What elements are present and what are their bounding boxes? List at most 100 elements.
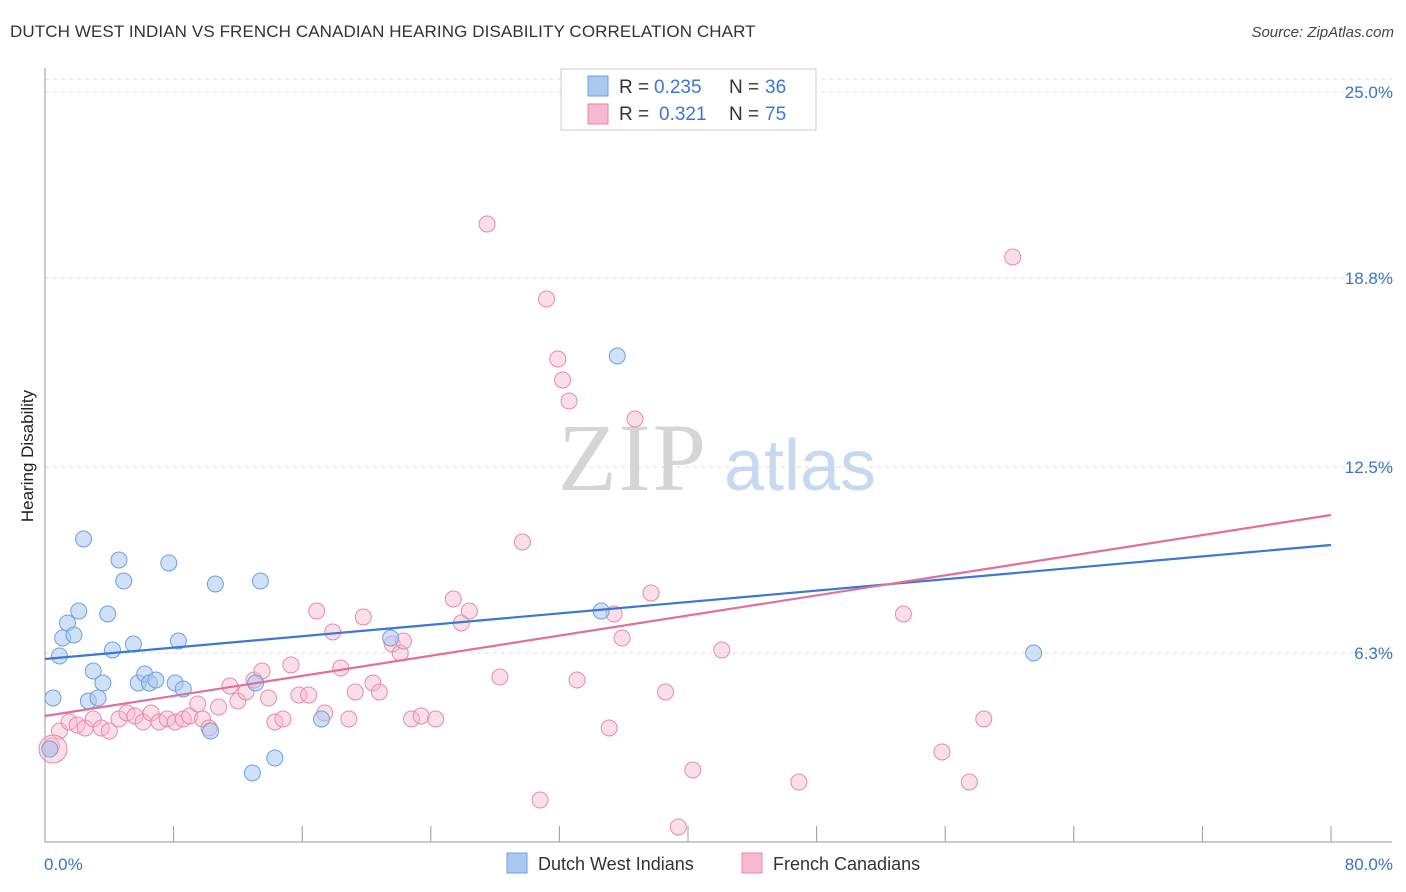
french-canadians-point-69: [790, 773, 808, 791]
legend-r-label-2: R =: [619, 104, 649, 125]
french-canadians-point-55: [538, 290, 556, 308]
dutch-west-indians-point-11: [94, 674, 112, 692]
y-tick-label-3: 25.0%: [1345, 83, 1393, 102]
french-canadians-point-51: [478, 215, 496, 233]
french-canadians-point-54: [531, 791, 549, 809]
french-canadians-point-50: [460, 602, 478, 620]
french-canadians-point-57: [554, 371, 572, 389]
dutch-west-indians-point-2: [50, 647, 68, 665]
dutch-west-indians-point-26: [206, 575, 224, 593]
legend-n-value-1: 36: [765, 77, 786, 98]
french-canadians-point-70: [894, 605, 912, 623]
french-canadians-point-59: [568, 671, 586, 689]
french-canadians-point-19: [194, 710, 212, 728]
x-tick-label-1: 80.0%: [1345, 855, 1393, 874]
x-tick-label-0: 0.0%: [44, 855, 83, 874]
french-canadians-point-67: [684, 761, 702, 779]
french-canadians-point-38: [346, 683, 364, 701]
dutch-west-indians-point-21: [160, 554, 178, 572]
french-canadians-point-21: [210, 698, 228, 716]
dutch-west-indians-point-10: [89, 689, 107, 707]
bottom-legend-label-pink: French Canadians: [773, 854, 920, 874]
french-canadians-point-71: [933, 743, 951, 761]
trend-lines: [44, 513, 1332, 718]
french-canadians-point-33: [308, 602, 326, 620]
french-canadians-point-47: [427, 710, 445, 728]
dutch-west-indians-point-20: [147, 671, 165, 689]
french-canadians-point-58: [560, 392, 578, 410]
french-canadians-point-52: [491, 668, 509, 686]
watermark-zip: ZIP: [558, 404, 708, 511]
dutch-west-indians-point-32: [382, 629, 400, 647]
dutch-west-indians-point-6: [70, 602, 88, 620]
dutch-west-indians-point-31: [312, 710, 330, 728]
y-tick-label-1: 12.5%: [1345, 458, 1393, 477]
french-canadians-point-46: [412, 707, 430, 725]
bottom-legend-label-blue: Dutch West Indians: [538, 854, 694, 874]
french-canadians-point-30: [282, 656, 300, 674]
french-canadians-point-40: [364, 674, 382, 692]
legend-n-value-2: 75: [765, 104, 786, 125]
french-canadians-point-74: [1004, 248, 1022, 266]
legend-r-label-1: R =: [619, 77, 649, 98]
dutch-west-indians-point-25: [202, 722, 220, 740]
axis-labels: 6.3% 12.5% 18.8% 25.0% 0.0% 80.0% Hearing Disa…: [18, 83, 1393, 874]
legend-n-label-1: N =: [729, 77, 759, 98]
dutch-west-indians-point-27: [243, 764, 261, 782]
legend: R = 0.235 N = 36 R = 0.321 N = 75: [560, 68, 817, 131]
dutch-west-indians-point-14: [110, 551, 128, 569]
french-canadians-point-29: [274, 710, 292, 728]
y-tick-label-0: 6.3%: [1354, 644, 1393, 663]
axes: [44, 68, 1392, 843]
chart-title: DUTCH WEST INDIAN VS FRENCH CANADIAN HEA…: [10, 22, 756, 41]
french-canadians-point-45: [403, 710, 421, 728]
french-canadians-point-18: [189, 695, 207, 713]
french-canadians-point-60: [600, 719, 618, 737]
bottom-legend: Dutch West Indians French Canadians: [506, 852, 920, 874]
french-canadians-point-65: [656, 683, 674, 701]
french-canadians-point-31: [290, 686, 308, 704]
legend-swatch-pink: [587, 103, 609, 125]
watermark-atlas: atlas: [724, 426, 876, 506]
dutch-west-indians-point-7: [75, 530, 93, 548]
french-canadians-trend-line: [44, 513, 1332, 718]
french-canadians-point-63: [626, 410, 644, 428]
dutch-west-indians-point-34: [608, 347, 626, 365]
legend-n-label-2: N =: [729, 104, 759, 125]
dutch-west-indians-point-30: [266, 749, 284, 767]
dutch-west-indians-point-0: [41, 740, 59, 758]
french-canadians-point-32: [300, 686, 318, 704]
french-canadians-point-39: [354, 608, 372, 626]
dutch-west-indians-point-13: [104, 641, 122, 659]
dutch-west-indians-point-35: [1025, 644, 1043, 662]
dutch-west-indians-trend-line: [44, 543, 1332, 661]
french-canadians-point-66: [669, 818, 687, 836]
french-canadians-point-72: [960, 773, 978, 791]
dutch-west-indians-point-12: [99, 605, 117, 623]
french-canadians-point-7: [100, 722, 118, 740]
french-canadians-point-64: [642, 584, 660, 602]
french-canadians-point-56: [549, 350, 567, 368]
french-canadians-point-37: [340, 710, 358, 728]
french-canadians-point-48: [444, 590, 462, 608]
legend-swatch-blue: [587, 75, 609, 97]
french-canadians-points: [38, 215, 1022, 836]
dutch-west-indians-point-1: [44, 689, 62, 707]
legend-r-value-2: 0.321: [659, 104, 707, 125]
y-axis-title: Hearing Disability: [18, 389, 37, 522]
dutch-west-indians-point-29: [251, 572, 269, 590]
french-canadians-point-68: [713, 641, 731, 659]
french-canadians-point-17: [181, 707, 199, 725]
french-canadians-point-73: [975, 710, 993, 728]
bottom-legend-swatch-pink: [741, 852, 763, 874]
y-tick-label-2: 18.8%: [1345, 269, 1393, 288]
dutch-west-indians-point-15: [115, 572, 133, 590]
dutch-west-indians-point-5: [65, 626, 83, 644]
dutch-west-indians-point-23: [169, 632, 187, 650]
source-label: Source: ZipAtlas.com: [1251, 24, 1394, 41]
french-canadians-point-53: [513, 533, 531, 551]
grid-lines: [45, 78, 1392, 654]
french-canadians-point-62: [613, 629, 631, 647]
bottom-legend-swatch-blue: [506, 852, 528, 874]
